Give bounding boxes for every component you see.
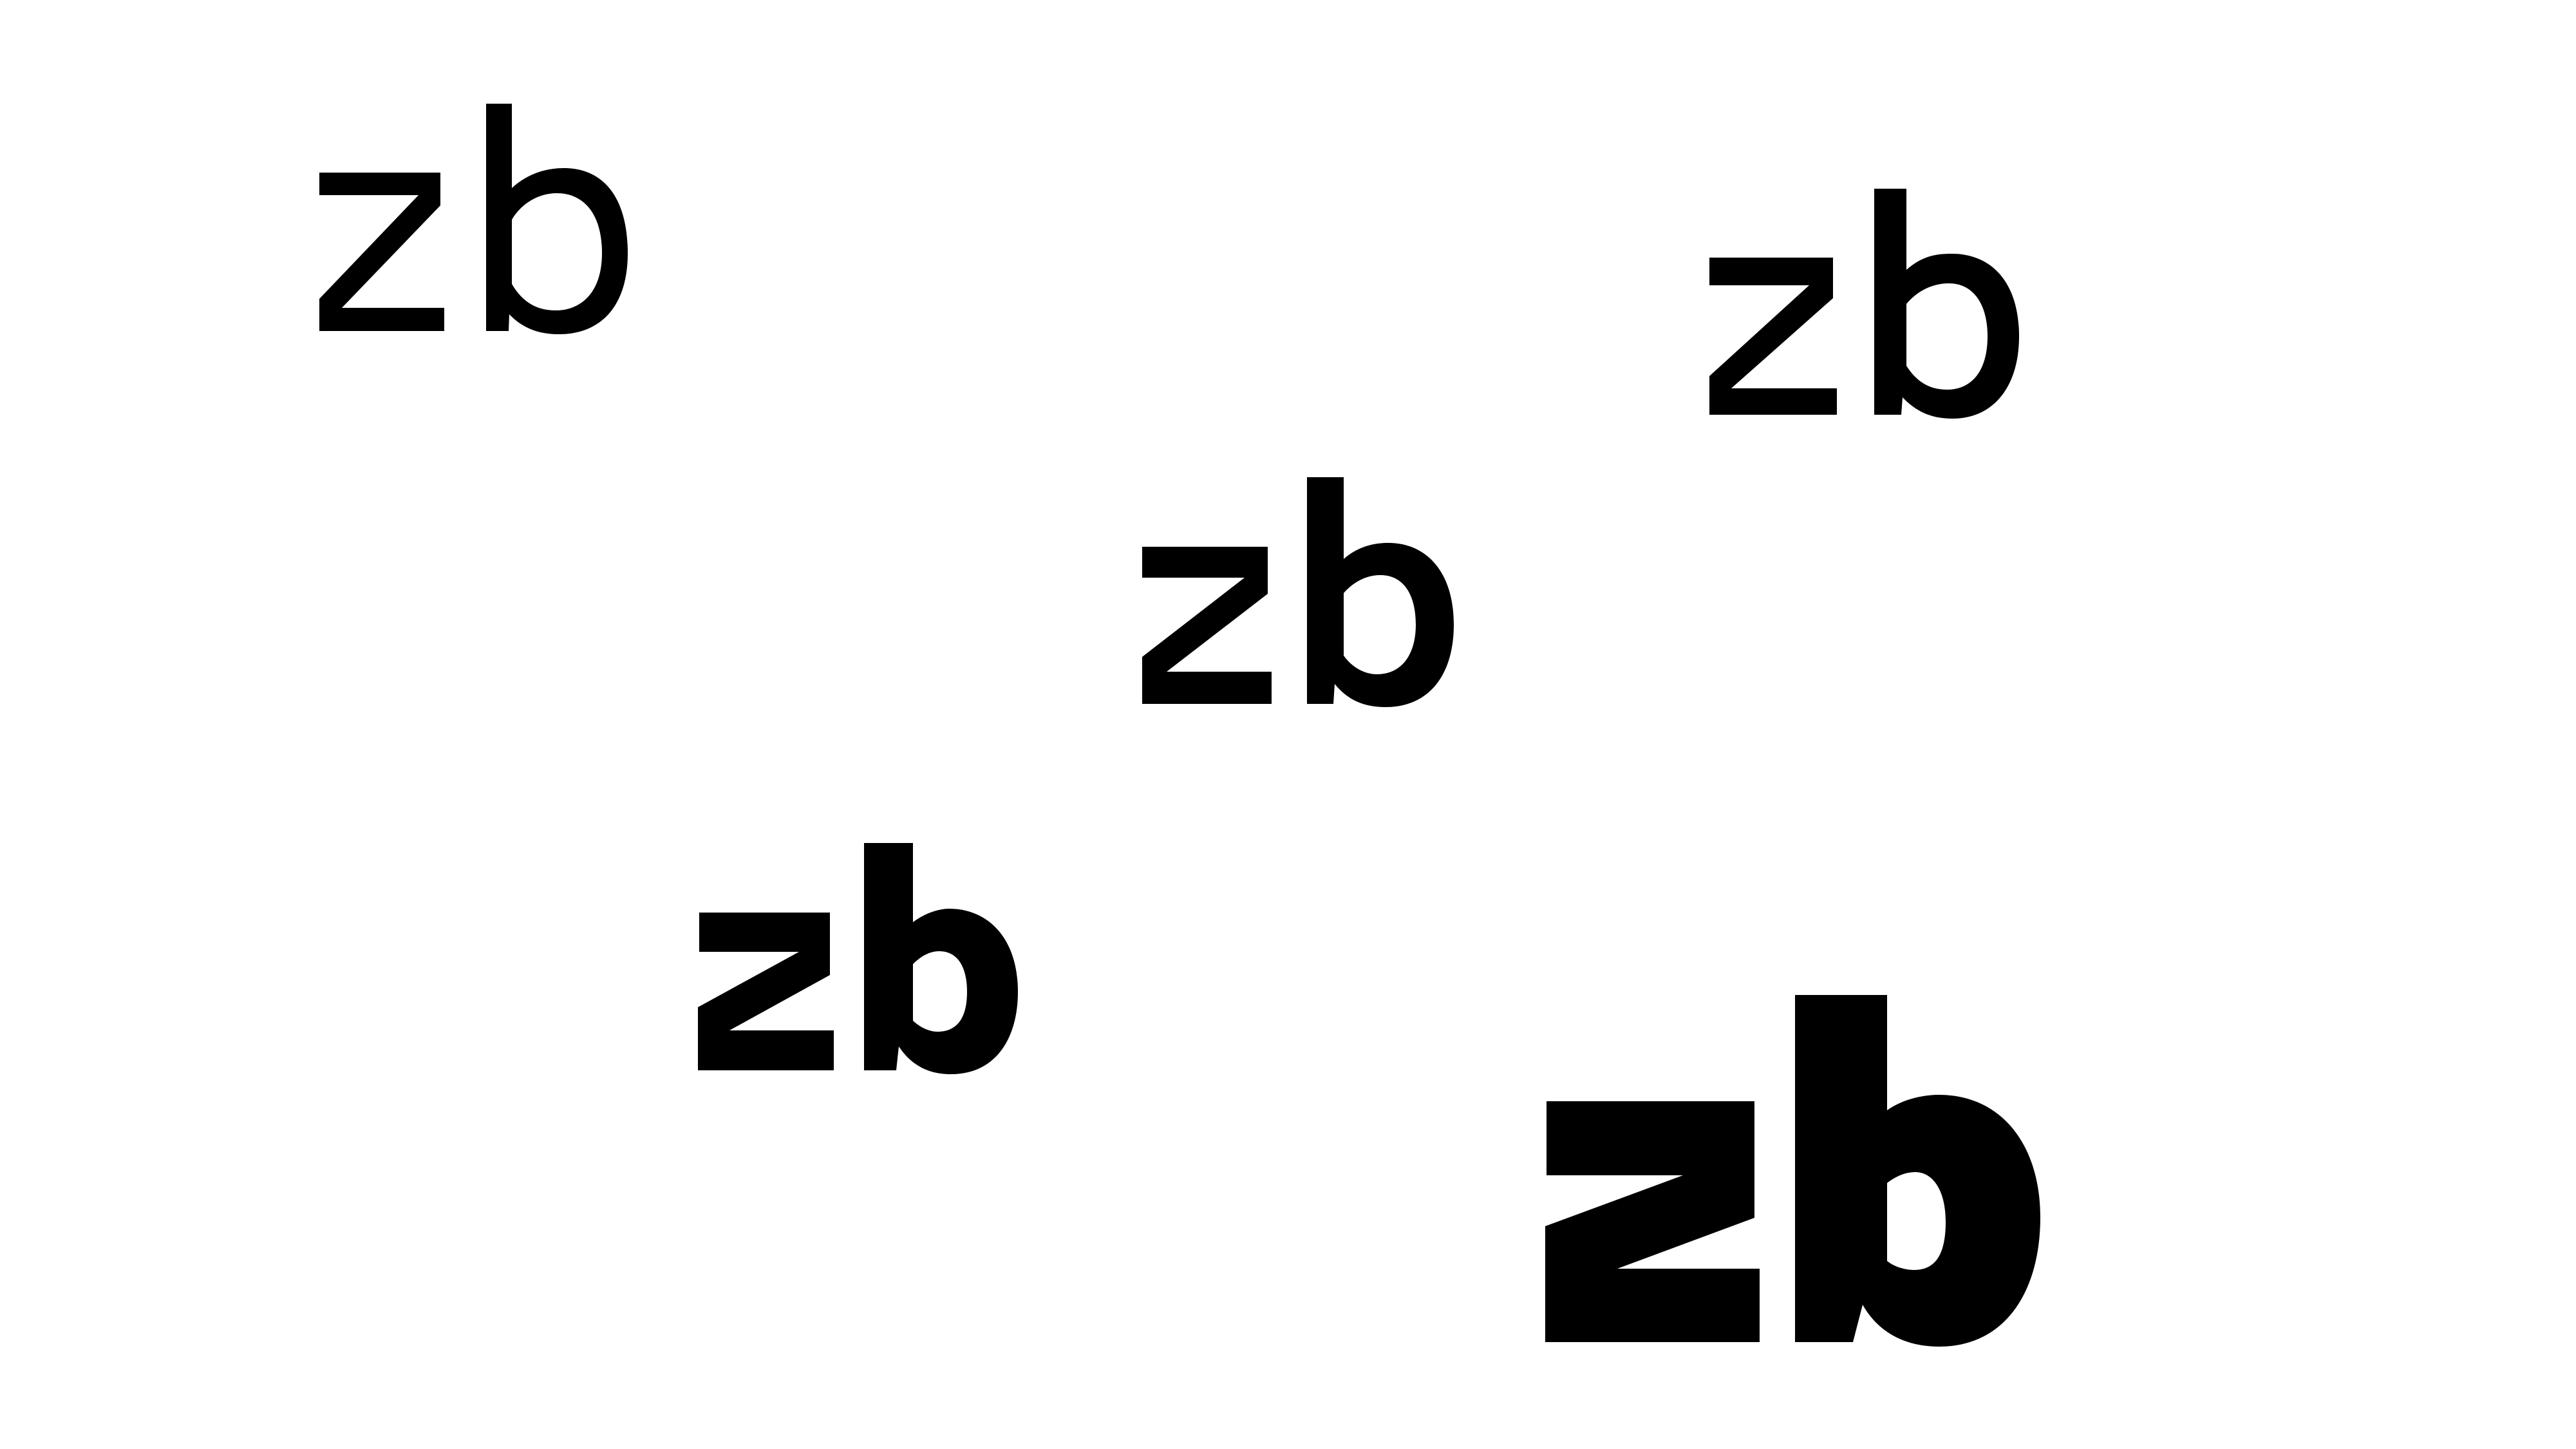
glyph-b xyxy=(1874,189,2019,419)
glyph-b xyxy=(1307,477,1454,707)
glyph-z xyxy=(319,173,444,331)
glyph-z xyxy=(1545,1101,1760,1342)
specimen-zb-black: zb xyxy=(1545,995,2040,1347)
glyph-z xyxy=(698,913,834,1070)
glyph-b xyxy=(1795,995,2040,1347)
specimen-zb-bold: zb xyxy=(698,843,1018,1074)
glyph-b xyxy=(864,843,1018,1074)
glyph-z xyxy=(1142,547,1272,704)
specimen-zb-medium: zb xyxy=(1142,477,1454,707)
specimen-zb-regular: zb xyxy=(1709,189,2019,419)
glyph-b xyxy=(486,104,628,334)
glyph-z xyxy=(1709,258,1837,415)
specimen-zb-light: zb xyxy=(319,104,628,334)
